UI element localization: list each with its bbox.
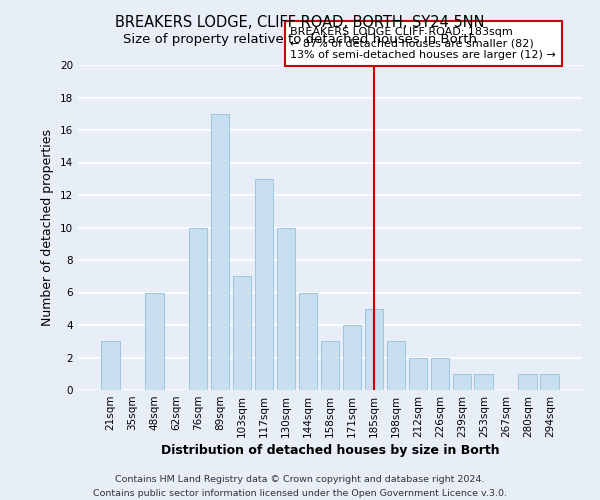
Bar — [299, 292, 317, 390]
Bar — [233, 276, 251, 390]
Bar — [211, 114, 229, 390]
Bar — [189, 228, 208, 390]
Bar — [431, 358, 449, 390]
Bar — [518, 374, 537, 390]
Bar — [320, 341, 340, 390]
Text: Size of property relative to detached houses in Borth: Size of property relative to detached ho… — [123, 32, 477, 46]
Bar — [343, 325, 361, 390]
Bar — [409, 358, 427, 390]
Bar — [365, 308, 383, 390]
X-axis label: Distribution of detached houses by size in Borth: Distribution of detached houses by size … — [161, 444, 499, 457]
Text: Contains HM Land Registry data © Crown copyright and database right 2024.
Contai: Contains HM Land Registry data © Crown c… — [93, 476, 507, 498]
Bar — [277, 228, 295, 390]
Y-axis label: Number of detached properties: Number of detached properties — [41, 129, 55, 326]
Bar — [386, 341, 405, 390]
Bar — [101, 341, 119, 390]
Bar — [145, 292, 164, 390]
Bar — [452, 374, 471, 390]
Bar — [541, 374, 559, 390]
Text: BREAKERS LODGE CLIFF ROAD: 183sqm
← 87% of detached houses are smaller (82)
13% : BREAKERS LODGE CLIFF ROAD: 183sqm ← 87% … — [290, 27, 556, 60]
Text: BREAKERS LODGE, CLIFF ROAD, BORTH, SY24 5NN: BREAKERS LODGE, CLIFF ROAD, BORTH, SY24 … — [115, 15, 485, 30]
Bar — [475, 374, 493, 390]
Bar — [255, 179, 274, 390]
